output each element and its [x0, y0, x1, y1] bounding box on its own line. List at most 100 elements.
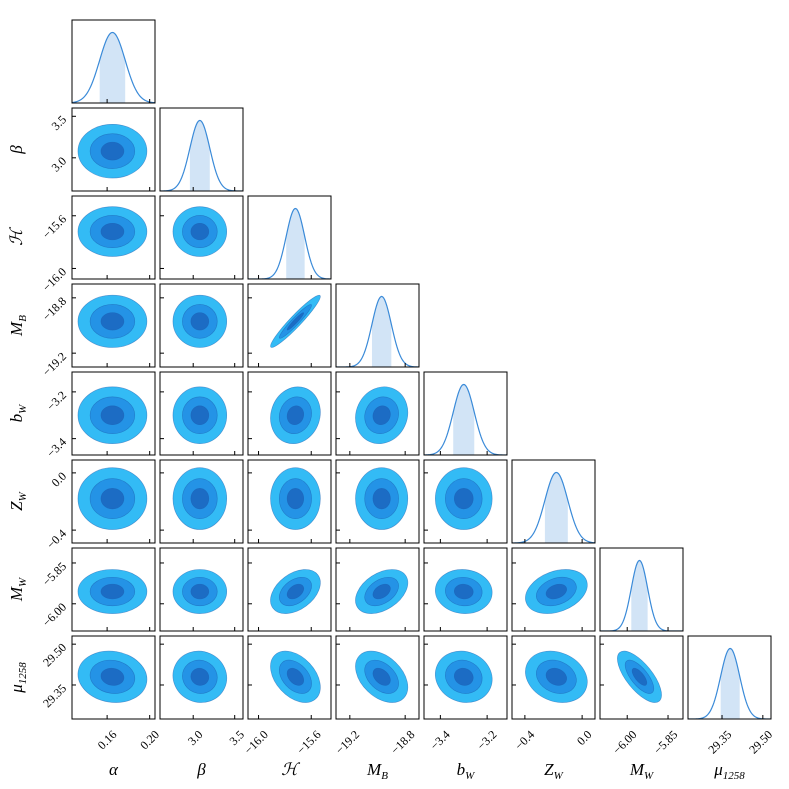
contour-level: [453, 488, 474, 510]
axis-label: bW: [7, 404, 29, 423]
panel: [688, 647, 771, 719]
panel-frame: [335, 283, 420, 368]
axis-label-sub: W: [17, 577, 29, 587]
panel: [77, 386, 148, 444]
axis-label-main: b: [457, 760, 466, 779]
y-tick-label: 29.50: [40, 640, 69, 669]
panel: [172, 467, 228, 530]
axis-label-main: M: [366, 760, 382, 779]
contour-level: [190, 488, 210, 510]
x-tick-label: 3.0: [185, 727, 206, 748]
contour-level: [190, 312, 210, 331]
contour-level: [100, 141, 125, 161]
panel: [172, 569, 228, 614]
y-tick-label: −5.85: [40, 559, 70, 589]
axis-label-sub: W: [465, 770, 475, 782]
contour-level: [453, 583, 474, 600]
axis-label-main: M: [7, 321, 26, 337]
axis-label-main: ℋ: [7, 226, 26, 246]
x-tick-label: −3.2: [474, 727, 499, 752]
panel-frame: [335, 459, 420, 544]
y-tick-label: 3.0: [49, 154, 70, 175]
panel: [160, 119, 243, 191]
panel-frame: [247, 195, 332, 280]
contour-level: [100, 312, 125, 331]
panel-frame: [335, 547, 420, 632]
panel-frame: [247, 459, 332, 544]
axis-label: ℋ: [7, 226, 26, 246]
axis-label-sub: W: [17, 404, 29, 414]
panel: [435, 650, 493, 703]
axis-label: μ1258: [7, 662, 29, 694]
contour-level: [286, 667, 305, 686]
panel-frame: [159, 107, 244, 192]
axis-label: α: [109, 760, 119, 779]
panel-frame: [687, 635, 772, 720]
y-tick-label: −0.4: [44, 526, 69, 551]
panel-frame: [159, 635, 244, 720]
x-tick-label: −18.8: [388, 727, 418, 757]
panel: [525, 569, 588, 614]
x-tick-label: −15.6: [294, 727, 324, 757]
panel: [72, 31, 155, 103]
x-tick-label: 29.35: [705, 727, 734, 756]
x-tick-label: 0.0: [574, 727, 595, 748]
credible-band: [286, 208, 305, 279]
contour-level: [100, 488, 125, 510]
y-tick-label: −19.2: [40, 349, 70, 379]
panel: [77, 123, 148, 179]
axis-label: MW: [629, 760, 654, 782]
panel-frame: [599, 635, 684, 720]
axis-label-sub: W: [554, 770, 564, 782]
panel-frame: [71, 283, 156, 368]
axis-label-main: Z: [7, 501, 26, 511]
credible-band: [99, 32, 126, 103]
y-tick-label: −6.00: [40, 600, 70, 630]
axis-label: MB: [7, 315, 29, 337]
axis-label: ZW: [544, 760, 563, 782]
y-tick-label: −15.6: [40, 212, 70, 242]
panel-frame: [159, 459, 244, 544]
axis-label-main: α: [109, 760, 119, 779]
panel-frame: [423, 547, 508, 632]
axis-label-main: M: [7, 586, 26, 602]
x-tick-label: −5.85: [651, 727, 681, 757]
contour-level: [372, 583, 391, 600]
panel: [600, 559, 683, 631]
panel: [77, 467, 148, 530]
credible-band: [631, 560, 648, 631]
marginal-curve: [512, 471, 595, 543]
axis-label-sub: 1258: [723, 770, 746, 782]
x-tick-label: −0.4: [512, 727, 537, 752]
panel: [248, 207, 331, 279]
axis-label-main: ℋ: [281, 760, 301, 779]
x-tick-label: 0.20: [137, 727, 162, 752]
axis-label: ℋ: [281, 760, 301, 779]
panel-frame: [159, 283, 244, 368]
panel: [172, 650, 228, 703]
panel-frame: [247, 547, 332, 632]
contour-level: [100, 405, 125, 426]
axis-label: β: [196, 760, 206, 779]
panel-frame: [159, 371, 244, 456]
axis-label: β: [7, 145, 26, 155]
axis-label-main: b: [7, 414, 26, 423]
contour-level: [286, 488, 305, 510]
axis-label-sub: W: [644, 770, 654, 782]
x-tick-label: −6.00: [610, 727, 640, 757]
panel-frame: [335, 635, 420, 720]
axis-label: bW: [457, 760, 476, 782]
axis-label: MB: [366, 760, 388, 782]
panel: [617, 650, 662, 703]
panel-frame: [511, 547, 596, 632]
contour-level: [286, 583, 305, 600]
panel: [77, 650, 148, 703]
axis-label-main: μ: [713, 760, 723, 779]
axis-label-sub: B: [17, 315, 29, 322]
axis-label-main: M: [629, 760, 645, 779]
panel: [435, 467, 493, 530]
panel-frame: [423, 635, 508, 720]
axis-label: MW: [7, 577, 29, 602]
panel-frame: [511, 635, 596, 720]
